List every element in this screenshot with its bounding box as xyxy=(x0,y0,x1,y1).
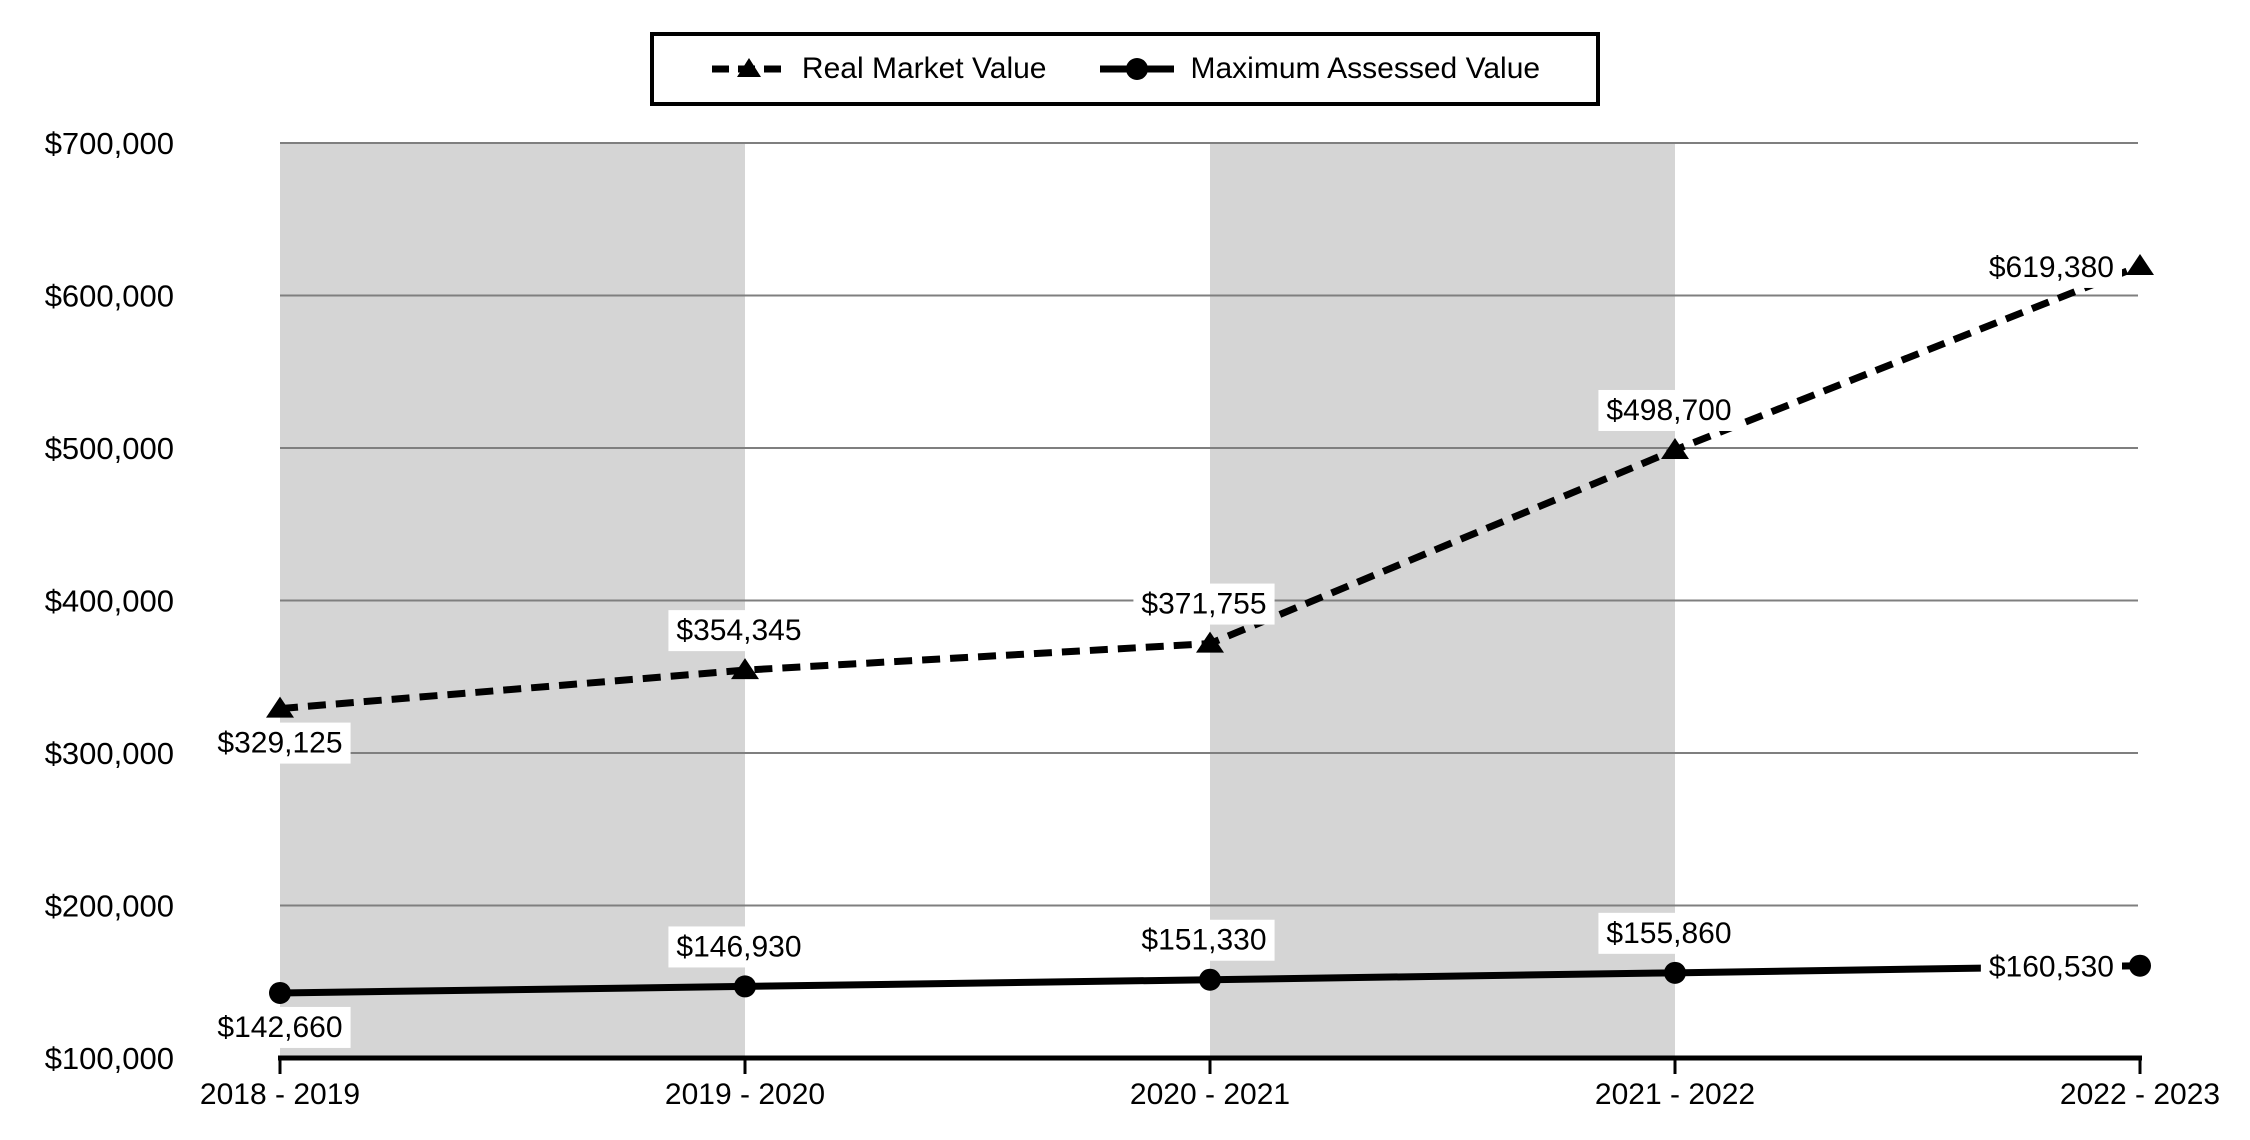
y-tick-label: $600,000 xyxy=(45,279,174,314)
marker-triangle xyxy=(266,696,294,718)
data-label-text: $151,330 xyxy=(1141,924,1266,957)
data-label: $146,930 xyxy=(668,926,810,968)
x-tick-label: 2019 - 2020 xyxy=(665,1078,825,1111)
data-label-text: $371,755 xyxy=(1141,588,1266,621)
data-label-text: $142,660 xyxy=(217,1011,342,1044)
data-label-background xyxy=(1598,912,1740,954)
y-tick-label: $100,000 xyxy=(45,1041,174,1076)
data-label: $371,755 xyxy=(1133,583,1275,625)
marker-circle xyxy=(2129,954,2151,977)
x-tick-label: 2021 - 2022 xyxy=(1595,1078,1755,1111)
y-tick-label: $400,000 xyxy=(45,584,174,619)
legend-item-real-market-value: Real Market Value xyxy=(710,52,1047,86)
y-tick-label: $200,000 xyxy=(45,889,174,924)
marker-triangle xyxy=(1661,437,1689,459)
data-label: $329,125 xyxy=(209,722,351,764)
data-label-background xyxy=(1133,919,1275,961)
marker-circle xyxy=(269,981,291,1004)
data-label-background xyxy=(209,1006,351,1048)
marker-triangle xyxy=(731,658,759,680)
data-label: $160,530 xyxy=(1980,946,2122,988)
data-label-background xyxy=(1133,583,1275,625)
data-label: $354,345 xyxy=(668,610,810,652)
x-tick-label: 2020 - 2021 xyxy=(1130,1078,1290,1111)
marker-triangle xyxy=(1196,631,1224,653)
y-tick-label: $500,000 xyxy=(45,431,174,466)
data-label-text: $155,860 xyxy=(1606,917,1731,950)
y-tick-label: $700,000 xyxy=(45,126,174,161)
solid-line-circle-marker-icon xyxy=(1100,58,1175,80)
legend-label-real-market-value: Real Market Value xyxy=(801,52,1047,85)
data-label-background xyxy=(1980,246,2122,288)
marker-circle xyxy=(1664,961,1686,984)
x-tick-label: 2018 - 2019 xyxy=(200,1078,360,1111)
data-label: $498,700 xyxy=(1598,389,1740,431)
legend-label-maximum-assessed-value: Maximum Assessed Value xyxy=(1190,52,1541,85)
data-label: $142,660 xyxy=(209,1006,351,1048)
marker-circle xyxy=(1199,968,1221,991)
data-label-background xyxy=(668,610,810,652)
data-label-text: $498,700 xyxy=(1606,394,1731,427)
data-label-text: $329,125 xyxy=(217,727,342,760)
dashed-line-triangle-marker-icon xyxy=(711,58,786,77)
data-label: $151,330 xyxy=(1133,919,1275,961)
data-label-text: $146,930 xyxy=(676,930,801,963)
data-label-background xyxy=(668,926,810,968)
x-tick-label: 2022 - 2023 xyxy=(2060,1078,2220,1111)
data-label-background xyxy=(1598,389,1740,431)
y-tick-label: $300,000 xyxy=(45,736,174,771)
data-label-background xyxy=(209,722,351,764)
data-label-text: $160,530 xyxy=(1989,951,2114,984)
marker-triangle xyxy=(2126,253,2154,275)
legend: Real Market Value Maximum Assessed Value xyxy=(650,32,1600,106)
data-label-text: $354,345 xyxy=(676,614,801,647)
marker-circle xyxy=(734,975,756,998)
data-label: $619,380 xyxy=(1980,246,2122,288)
data-label: $155,860 xyxy=(1598,912,1740,954)
legend-item-maximum-assessed-value: Maximum Assessed Value xyxy=(1098,52,1540,86)
data-label-background xyxy=(1980,946,2122,988)
data-label-text: $619,380 xyxy=(1989,251,2114,284)
